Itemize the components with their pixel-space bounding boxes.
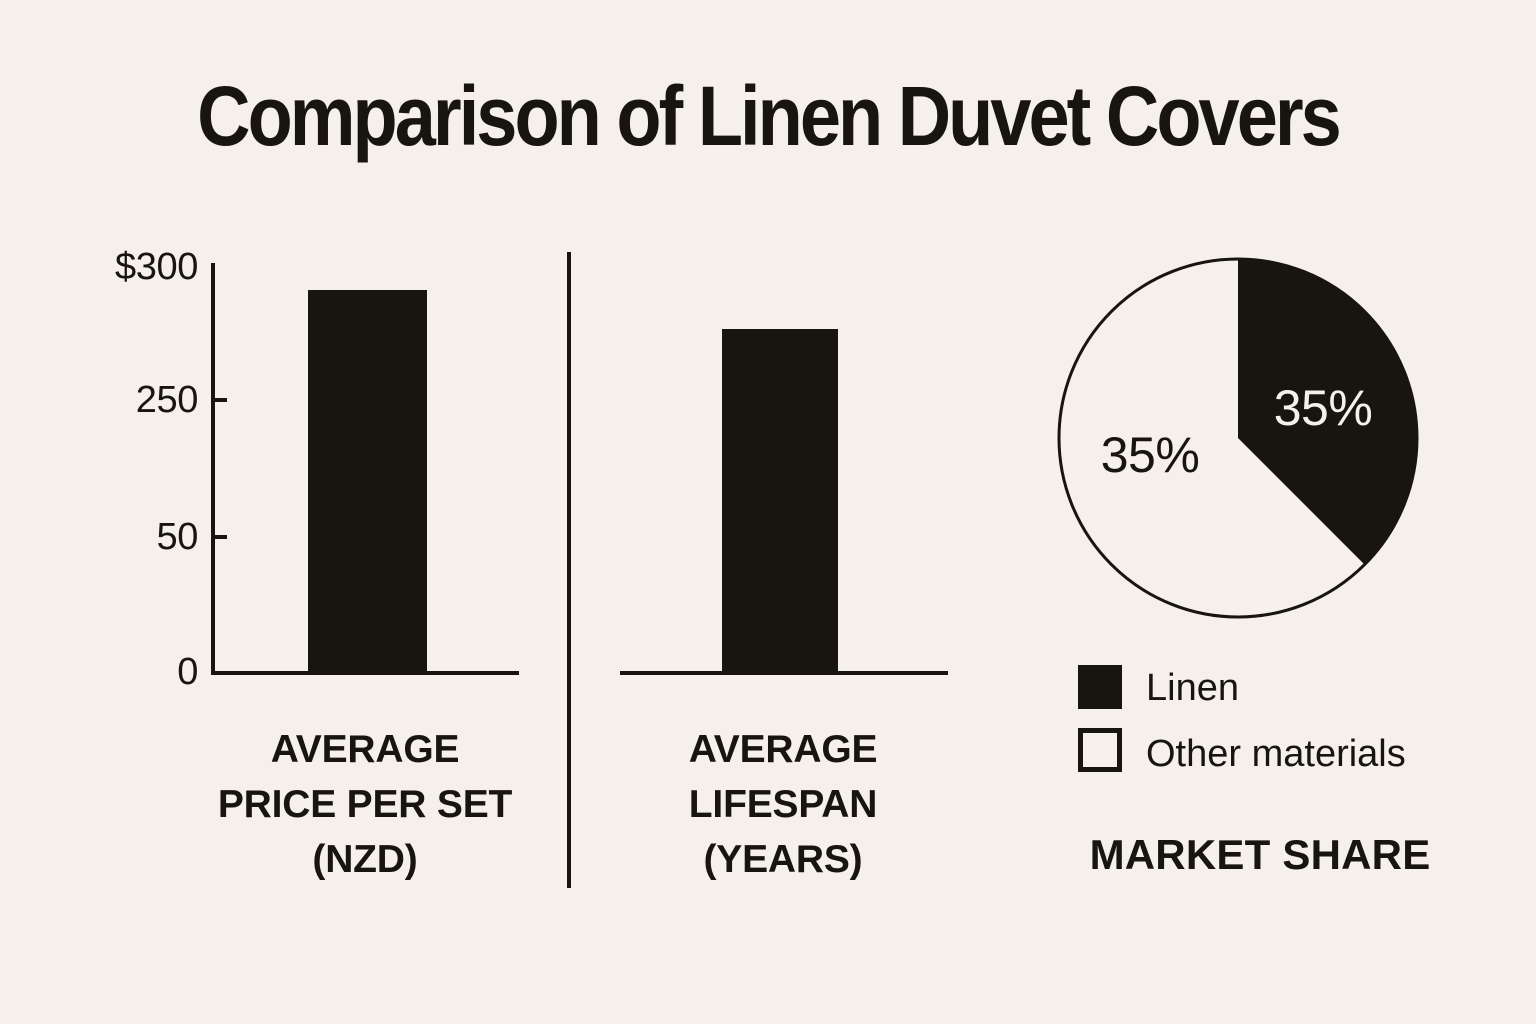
legend-label-other-materials: Other materials xyxy=(1146,733,1406,775)
legend-label-linen: Linen xyxy=(1146,667,1239,709)
legend-swatch-other-materials xyxy=(1078,728,1122,772)
lifespan-axis-title: AVERAGE LIFESPAN (YEARS) xyxy=(608,722,958,887)
price-y-axis-line xyxy=(211,263,215,675)
pie-other-pct-label: 35% xyxy=(1100,427,1200,483)
y-tick-label-300: $300 xyxy=(114,246,198,288)
y-tick-mark-50 xyxy=(215,535,227,539)
panel-divider-line xyxy=(567,252,571,888)
price-bar xyxy=(308,290,427,673)
y-tick-label-250: 250 xyxy=(135,379,199,421)
pie-linen-pct-label: 35% xyxy=(1273,380,1373,436)
price-axis-title-line3: (NZD) xyxy=(312,838,418,881)
lifespan-x-axis-line xyxy=(620,671,948,675)
lifespan-axis-title-line3: (YEARS) xyxy=(703,838,863,881)
lifespan-axis-title-line1: AVERAGE xyxy=(688,728,878,771)
pie-linen-slice xyxy=(1238,259,1418,565)
price-axis-title: AVERAGE PRICE PER SET (NZD) xyxy=(190,722,540,887)
market-share-pie xyxy=(1057,257,1419,619)
price-x-axis-line xyxy=(211,671,519,675)
y-tick-label-50: 50 xyxy=(156,516,198,558)
price-axis-title-line1: AVERAGE xyxy=(270,728,460,771)
price-axis-title-line2: PRICE PER SET xyxy=(217,783,513,826)
y-tick-mark-250 xyxy=(215,398,227,402)
lifespan-axis-title-line2: LIFESPAN xyxy=(688,783,878,826)
y-tick-label-0: 0 xyxy=(177,651,198,693)
legend-swatch-linen xyxy=(1078,665,1122,709)
market-share-caption: MARKET SHARE xyxy=(1089,831,1431,878)
page-title: Comparison of Linen Duvet Covers xyxy=(197,69,1342,163)
lifespan-bar xyxy=(722,329,838,673)
